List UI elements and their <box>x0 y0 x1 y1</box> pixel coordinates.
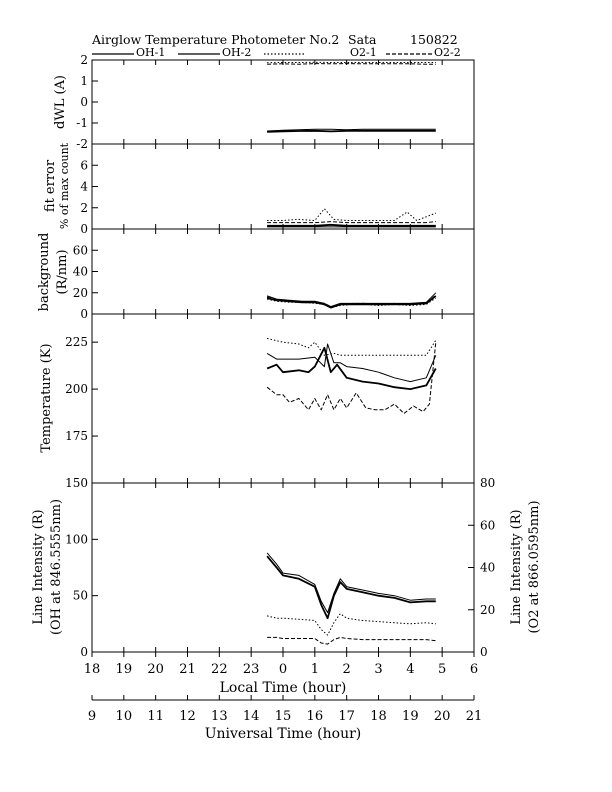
background-y-tick-label: 20 <box>73 286 88 300</box>
universal-time-tick-label: 11 <box>147 709 164 724</box>
local-time-tick-label: 21 <box>179 662 196 677</box>
universal-time-tick-label: 15 <box>275 709 292 724</box>
intensity-right-axis-title: Line Intensity (R) <box>509 509 524 624</box>
dwl-y-tick-label: -2 <box>76 137 88 151</box>
local-time-tick-label: 1 <box>311 662 319 677</box>
figure-title: Airglow Temperature Photometer No.2 <box>91 32 339 47</box>
temperature-y-axis-title: Temperature (K) <box>39 343 54 452</box>
local-time-axis-title: Local Time (hour) <box>220 680 347 696</box>
universal-time-tick-label: 19 <box>402 709 419 724</box>
series-lines <box>266 61 437 645</box>
legend-label-oh1: OH-1 <box>136 46 165 59</box>
local-time-tick-label: 18 <box>84 662 101 677</box>
temperature-y-tick-label: 200 <box>65 382 88 396</box>
local-time-tick-label: 3 <box>374 662 382 677</box>
local-time-tick-label: 23 <box>243 662 260 677</box>
local-time-tick-label: 5 <box>438 662 446 677</box>
universal-time-tick-label: 18 <box>370 709 387 724</box>
universal-time-tick-label: 14 <box>243 709 260 724</box>
fit-y-tick-label: 4 <box>80 180 88 194</box>
universal-time-tick-label: 21 <box>466 709 483 724</box>
intensity-right-y-tick-label: 80 <box>480 476 495 490</box>
intensity-right-axis-subtitle: (O2 at 866.0595nm) <box>527 500 542 633</box>
fit-error-y-axis-subtitle: % of max count <box>58 142 71 229</box>
temperature-series-o21 <box>266 337 437 356</box>
local-time-tick-label: 22 <box>211 662 228 677</box>
intensity-right-y-tick-label: 20 <box>480 603 495 617</box>
universal-time-axis-title: Universal Time (hour) <box>205 726 362 742</box>
intensity-panel-frame <box>91 482 475 653</box>
temperature-panel-frame <box>91 313 475 484</box>
intensity-series-o22 <box>267 636 436 645</box>
legend-label-o21: O2-1 <box>350 46 377 59</box>
local-time-tick-label: 2 <box>343 662 351 677</box>
legend-label-oh2: OH-2 <box>222 46 251 59</box>
dwl-series-o22 <box>267 63 436 65</box>
dwl-y-axis-title: dWL (A) <box>53 75 68 129</box>
dwl-series-oh2 <box>267 129 436 133</box>
background-series-oh1 <box>266 292 437 308</box>
universal-time-tick-label: 16 <box>307 709 324 724</box>
intensity-y-tick-label: 100 <box>65 532 88 546</box>
fit-series-o21 <box>267 208 436 221</box>
legend-label-o22: O2-2 <box>434 46 461 59</box>
dwl-y-tick-label: -1 <box>76 116 88 130</box>
intensity-right-y-tick-label: 60 <box>480 518 495 532</box>
fit-error-y-axis-title: fit error <box>43 159 58 212</box>
intensity-series-oh2 <box>266 555 436 620</box>
background-series-o22 <box>266 294 437 308</box>
local-time-tick-label: 0 <box>279 662 287 677</box>
temperature-y-tick-label: 225 <box>65 335 88 349</box>
intensity-series-oh1 <box>266 552 436 614</box>
dwl-y-tick-label: 2 <box>80 53 88 67</box>
universal-time-tick-label: 10 <box>116 709 133 724</box>
intensity-y-axis-title: Line Intensity (R) <box>31 509 46 624</box>
dwl-y-tick-label: 1 <box>80 74 88 88</box>
legend: OH-1 OH-2 O2-1 O2-2 <box>92 46 461 59</box>
dwl-series-oh1 <box>267 128 436 132</box>
fit-y-tick-label: 6 <box>80 158 88 172</box>
universal-time-tick-label: 13 <box>211 709 228 724</box>
fit-y-tick-label: 2 <box>80 201 88 215</box>
universal-time-tick-label: 12 <box>179 709 196 724</box>
local-time-tick-label: 4 <box>406 662 414 677</box>
background-y-tick-label: 60 <box>73 243 88 257</box>
background-y-axis-subtitle: (R/nm) <box>55 249 70 294</box>
temperature-series-oh2 <box>266 346 437 391</box>
intensity-y-tick-label: 50 <box>73 589 88 603</box>
intensity-y-tick-label: 150 <box>65 476 88 490</box>
date-label: 150822 <box>410 32 458 47</box>
universal-time-tick-label: 20 <box>434 709 451 724</box>
intensity-y-tick-label: 0 <box>80 645 88 659</box>
fit-series-oh2 <box>267 223 436 227</box>
local-time-tick-label: 19 <box>116 662 133 677</box>
background-series-o21 <box>266 297 437 309</box>
intensity-right-y-tick-label: 40 <box>480 561 495 575</box>
local-time-tick-label: 6 <box>470 662 478 677</box>
local-time-tick-label: 20 <box>147 662 164 677</box>
intensity-right-y-tick-label: 0 <box>480 645 488 659</box>
intensity-series-o21 <box>266 613 436 636</box>
temperature-y-tick-label: 175 <box>65 429 88 443</box>
fit-series-o22 <box>267 221 436 224</box>
fit-y-tick-label: 0 <box>80 222 88 236</box>
intensity-y-axis-subtitle: (OH at 846.5555nm) <box>49 499 64 635</box>
background-y-tick-label: 0 <box>80 307 88 321</box>
fit-error-panel-frame <box>91 143 475 230</box>
background-y-tick-label: 40 <box>73 265 88 279</box>
universal-time-tick-label: 17 <box>338 709 355 724</box>
background-y-axis-title: background <box>37 233 52 312</box>
temperature-series-oh1 <box>266 343 437 383</box>
site-label: Sata <box>348 32 377 47</box>
dwl-y-tick-label: 0 <box>80 95 88 109</box>
universal-time-tick-label: 9 <box>88 709 96 724</box>
axis-ticks: -2-1012024602040601752002250501001500204… <box>65 53 495 724</box>
temperature-series-o22 <box>266 342 437 414</box>
